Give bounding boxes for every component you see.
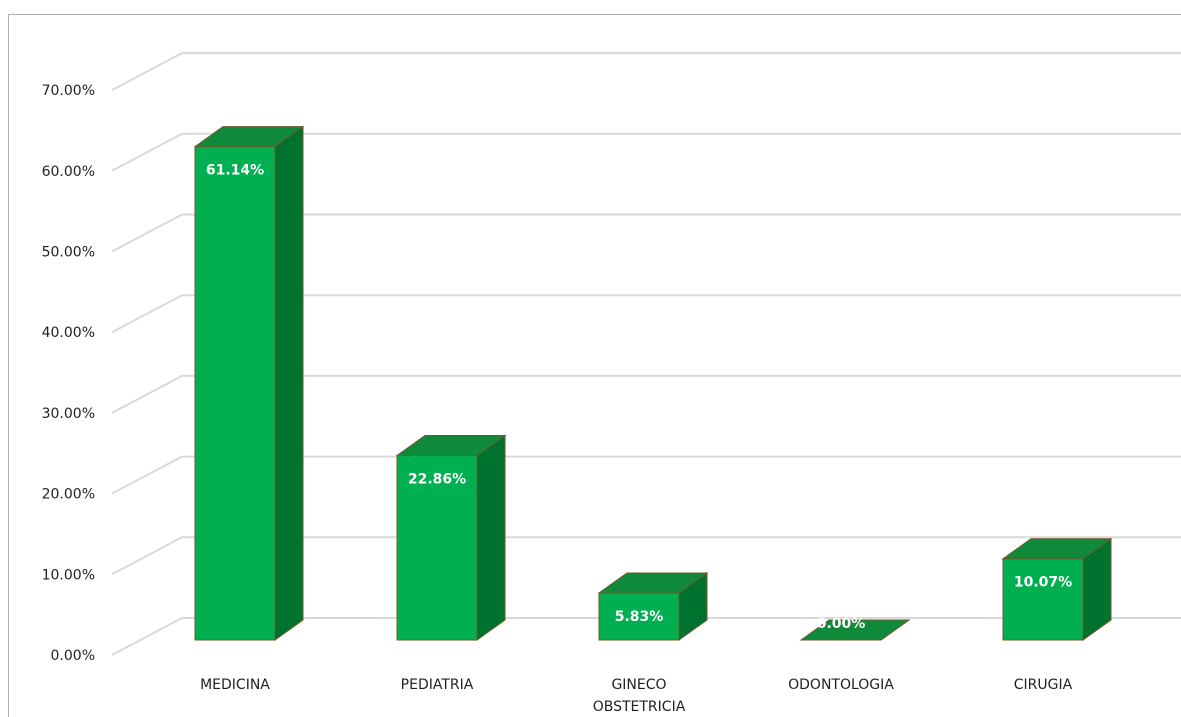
bar [193,125,305,641]
bar-side [476,434,506,641]
gridline-side [111,455,183,495]
bar-top [799,619,911,641]
data-label: 10.07% [1014,575,1072,591]
bar-side [274,125,304,641]
bar-front [598,592,680,641]
y-tick-label: 40.00% [42,325,95,341]
data-label: 22.86% [408,472,466,488]
bar-top [193,126,305,148]
y-tick-label: 10.00% [42,567,95,583]
bar-top [1001,538,1113,560]
y-tick-label: 30.00% [42,406,95,422]
category-label-line: MEDICINA [200,677,270,693]
y-tick-label: 20.00% [42,487,95,503]
data-label: 5.83% [615,609,664,625]
chart-frame [8,14,1181,717]
y-tick-label: 70.00% [42,83,95,99]
data-label: 0.00% [817,616,866,632]
bar-top [395,435,507,457]
bar [597,571,709,641]
bar-front [194,146,276,641]
gridline-side [111,617,183,656]
y-tick-label: 60.00% [42,164,95,180]
y-tick-label: 0.00% [51,648,95,664]
data-label: 61.14% [206,163,264,179]
bar [799,619,911,641]
category-label: ODONTOLOGIA [788,677,894,693]
category-label: MEDICINA [200,677,270,693]
gridline-side [111,52,183,91]
bar [395,434,507,641]
gridline-side [111,132,183,172]
gridline-side [111,375,183,414]
data-labels: 61.14% 22.86% 5.83% 0.00% 10.07% [206,163,1072,632]
y-axis-ticks: 0.00% 10.00% 20.00% 30.00% 40.00% 50.00% 60.00… [42,83,95,664]
bars [193,125,1113,641]
x-axis-categories: MEDICINA PEDIATRIA GINECO OBSTETRICIA ODONTO… [200,677,1073,715]
category-label-line: ODONTOLOGIA [788,677,894,693]
category-label-line: PEDIATRIA [401,677,474,693]
category-label-line: CIRUGIA [1014,677,1073,693]
category-label: PEDIATRIA [401,677,474,693]
category-label-line: OBSTETRICIA [593,699,686,715]
bar-front [1002,558,1084,641]
bar-top [597,572,709,594]
category-label: CIRUGIA [1014,677,1073,693]
gridline-side [111,294,183,334]
category-label: GINECO OBSTETRICIA [593,677,686,715]
bar [1001,537,1113,641]
category-label-line: GINECO [611,677,666,693]
y-tick-label: 50.00% [42,245,95,261]
gridline-side [111,213,183,253]
gridline-side [111,536,183,576]
